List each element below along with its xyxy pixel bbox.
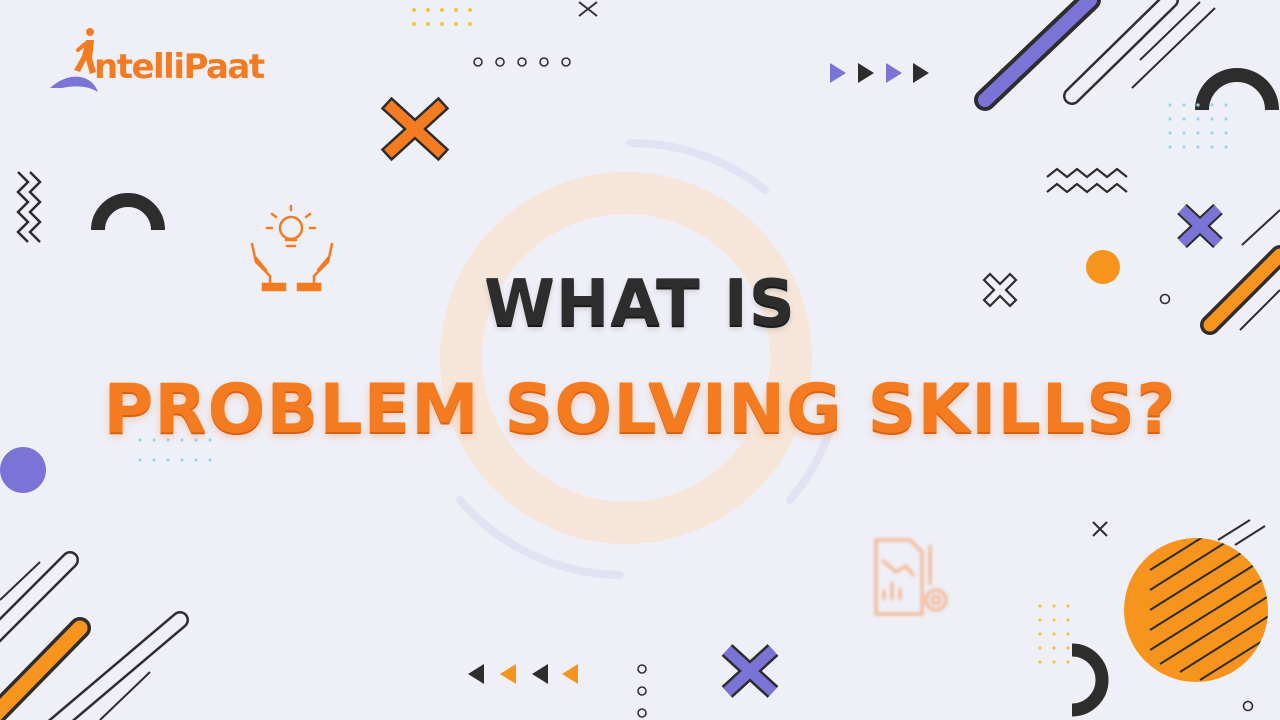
dot-grid-top: [412, 8, 472, 26]
zigzag-right: [1046, 167, 1128, 194]
arrow-row-bottom: [468, 664, 578, 684]
lightbulb-hands-icon: [250, 204, 334, 292]
ring-small-bottom: [1242, 700, 1254, 712]
headline-line-1: WHAT IS: [484, 267, 796, 341]
ring-row-top: [473, 57, 571, 67]
purple-cross-shape-bottom: [721, 644, 779, 698]
diagonal-bars-top-right: [974, 0, 1216, 111]
arrow-row-top: [830, 63, 929, 83]
diagonal-bars-right: [1200, 209, 1280, 335]
ring-column-bottom: [637, 664, 647, 718]
logo-figure-icon: [50, 28, 98, 92]
diagonal-bars-bottom-left: [0, 551, 189, 720]
dot-grid-cyan-top-right: [1168, 103, 1228, 149]
center-rings: [440, 138, 834, 579]
ring-small: [1159, 293, 1171, 305]
close-icon-small: [1092, 521, 1108, 537]
purple-cross-shape: [1177, 203, 1223, 249]
orange-cross-shape: [380, 96, 450, 162]
headline-line-2: PROBLEM SOLVING SKILLS?: [103, 370, 1177, 449]
zigzag-left: [16, 171, 42, 243]
outline-cross-shape: [982, 272, 1018, 308]
arc-shape-left: [91, 193, 165, 231]
orange-dot: [1086, 250, 1120, 284]
striped-orange-circle: [1124, 519, 1268, 682]
arc-shape-right: [1195, 68, 1279, 111]
brand-logo-text: ntelliPaat: [94, 47, 265, 87]
dot-grid-yellow-bottom: [1038, 604, 1070, 664]
arc-shape-bottom: [1071, 643, 1109, 717]
analytics-gear-icon: [874, 538, 948, 616]
purple-dot: [0, 447, 46, 493]
close-icon: [578, 1, 598, 17]
dot-grid-cyan-left: [138, 438, 212, 462]
